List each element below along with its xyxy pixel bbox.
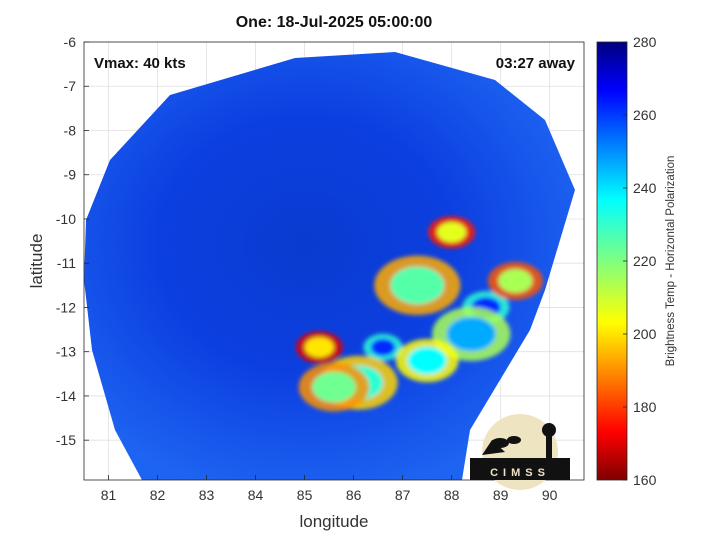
y-tick-label: -15 bbox=[56, 432, 76, 448]
feature-core bbox=[446, 316, 496, 352]
swath-layer bbox=[84, 52, 575, 480]
x-tick-label: 84 bbox=[248, 487, 264, 503]
feature-core bbox=[304, 336, 335, 358]
logo-text: CIMSS bbox=[490, 467, 550, 479]
x-axis-ticks: 81 82 83 84 85 86 87 88 89 90 bbox=[101, 475, 558, 503]
y-tick-label: -11 bbox=[57, 255, 76, 271]
y-tick-label: -10 bbox=[56, 211, 76, 227]
x-tick-label: 87 bbox=[395, 487, 411, 503]
colorbar-tick-label: 240 bbox=[633, 180, 657, 196]
y-axis-ticks: -6 -7 -8 -9 -10 -11 -12 -13 -14 -15 bbox=[56, 34, 89, 448]
convection-features bbox=[295, 216, 543, 412]
y-tick-label: -6 bbox=[64, 34, 77, 50]
feature-core bbox=[498, 268, 533, 293]
feature-core bbox=[311, 371, 357, 403]
colorbar bbox=[596, 41, 628, 481]
y-axis-label: latitude bbox=[27, 234, 46, 289]
time-away-annotation: 03:27 away bbox=[496, 55, 576, 72]
x-tick-label: 83 bbox=[199, 487, 215, 503]
x-tick-label: 90 bbox=[542, 487, 558, 503]
y-tick-label: -7 bbox=[64, 78, 77, 94]
y-tick-label: -9 bbox=[64, 167, 77, 183]
colorbar-tick-label: 280 bbox=[633, 34, 657, 50]
vmax-annotation: Vmax: 40 kts bbox=[94, 55, 186, 72]
feature-core bbox=[436, 221, 467, 243]
feature-core bbox=[370, 338, 396, 356]
y-tick-label: -8 bbox=[64, 122, 77, 138]
colorbar-tick-label: 200 bbox=[633, 326, 657, 342]
x-axis-label: longitude bbox=[299, 512, 368, 531]
x-tick-label: 85 bbox=[297, 487, 313, 503]
x-tick-label: 86 bbox=[346, 487, 362, 503]
colorbar-tick-label: 260 bbox=[633, 107, 657, 123]
x-tick-label: 82 bbox=[150, 487, 166, 503]
feature-core bbox=[407, 346, 447, 375]
x-tick-label: 81 bbox=[101, 487, 117, 503]
plot-frame bbox=[83, 41, 585, 481]
colorbar-ticks: 160 180 200 220 240 260 280 bbox=[623, 34, 657, 488]
x-tick-label: 89 bbox=[493, 487, 509, 503]
colorbar-tick-label: 160 bbox=[633, 472, 657, 488]
colorbar-tick-label: 220 bbox=[633, 253, 657, 269]
colorbar-tick-label: 180 bbox=[633, 399, 657, 415]
x-tick-label: 88 bbox=[444, 487, 460, 503]
y-tick-label: -14 bbox=[56, 388, 76, 404]
y-tick-label: -13 bbox=[56, 344, 76, 360]
chart-title: One: 18-Jul-2025 05:00:00 bbox=[235, 14, 433, 31]
y-tick-label: -12 bbox=[56, 299, 76, 315]
feature-core bbox=[390, 266, 445, 305]
colorbar-label: Brightness Temp - Horizontal Polarizatio… bbox=[665, 156, 677, 367]
cimss-logo: CIMSS bbox=[470, 414, 570, 490]
